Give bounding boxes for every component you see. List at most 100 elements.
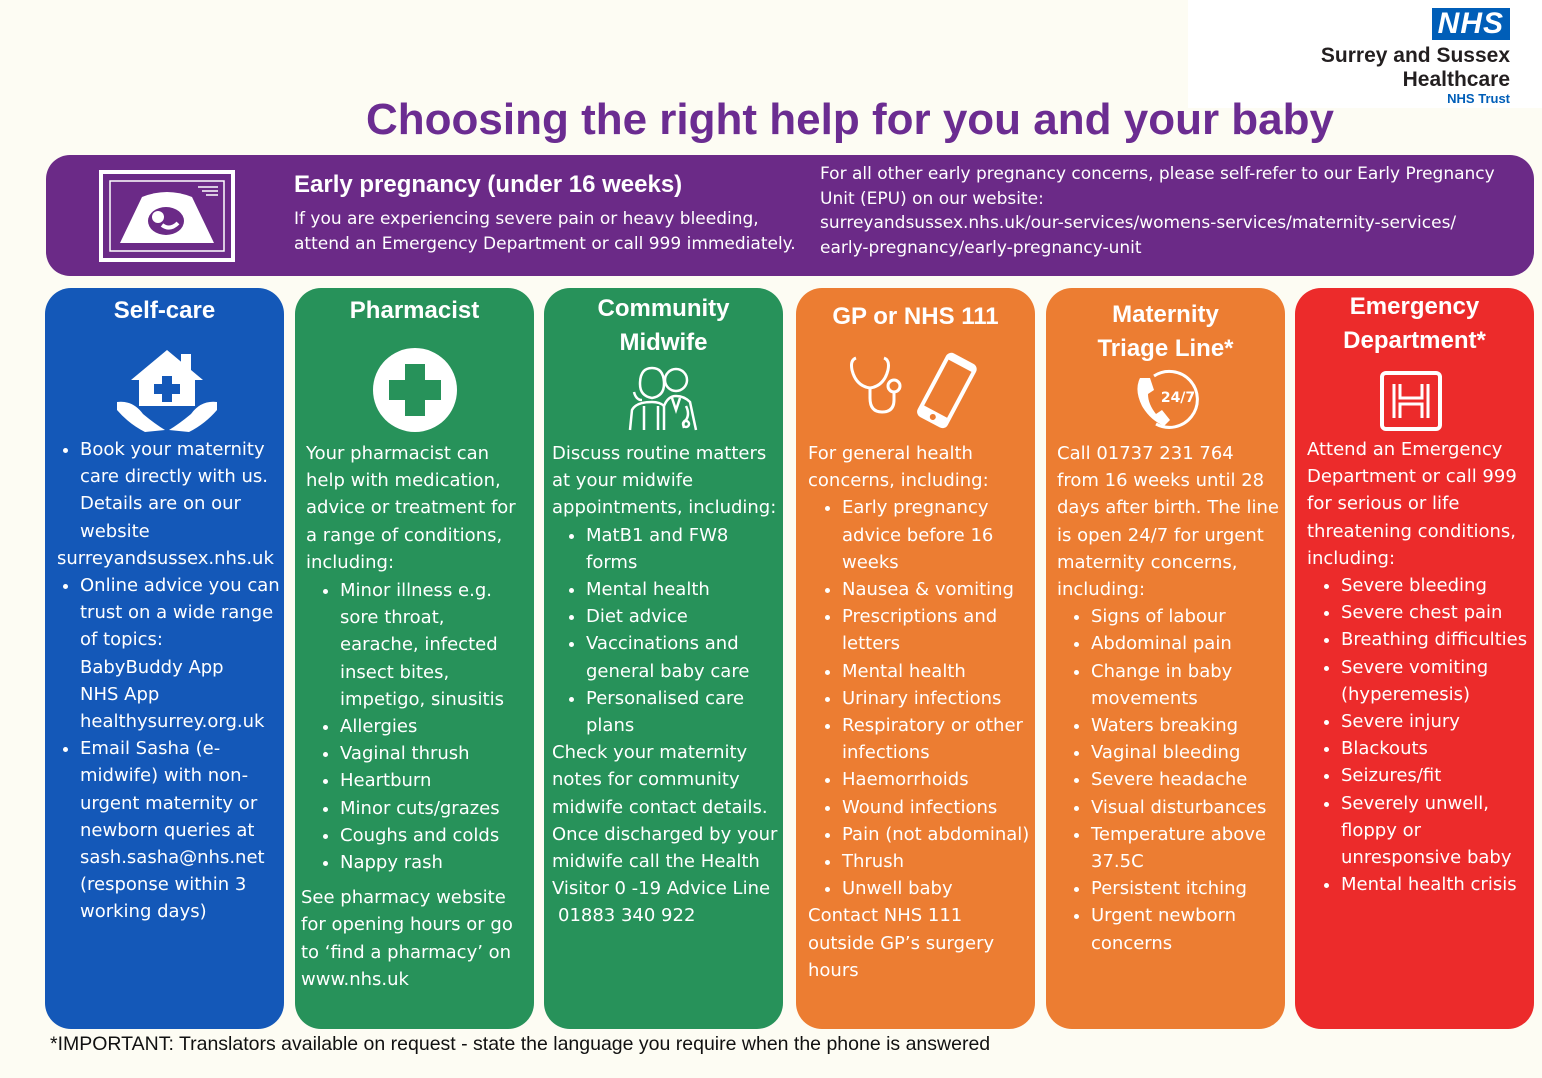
emergency-intro: Attend an Emergency Department or call 9… xyxy=(1307,439,1517,569)
page-title: Choosing the right help for you and your… xyxy=(366,95,1334,144)
list-item: Persistent itching xyxy=(1091,875,1281,902)
gp-title: GP or NHS 111 xyxy=(832,303,999,330)
list-item: Pain (not abdominal) xyxy=(842,821,1033,848)
gp-body: For general health concerns, including: … xyxy=(796,440,1035,984)
list-item: Heartburn xyxy=(340,767,528,794)
banner-text: If you are experiencing severe pain or h… xyxy=(294,209,796,254)
house-in-hands-icon xyxy=(117,350,217,432)
list-item: Unwell baby xyxy=(842,875,1033,902)
list-item: Prescriptions and letters xyxy=(842,603,1033,657)
list-item: Signs of labour xyxy=(1091,603,1281,630)
stethoscope-icon xyxy=(850,356,902,414)
list-item: Severe chest pain xyxy=(1341,599,1532,626)
list-item: Haemorrhoids xyxy=(842,766,1033,793)
list-item: Personalised care plans xyxy=(586,685,779,739)
epu-line: Unit (EPU) on our website: xyxy=(820,188,1044,209)
list-item: MatB1 and FW8 forms xyxy=(586,522,779,576)
list-item: Mental health crisis xyxy=(1341,871,1532,898)
selfcare-body: Book your maternity care directly with u… xyxy=(45,436,284,926)
list-item: Severely unwell, floppy or unresponsive … xyxy=(1341,790,1532,872)
gp-card: GP or NHS 111 For general health concern… xyxy=(796,288,1035,1029)
selfcare-card: Self-care Book your maternity care direc… xyxy=(45,288,284,1029)
list-item: Diet advice xyxy=(586,603,779,630)
list-item: Seizures/fit xyxy=(1341,762,1532,789)
emergency-title: Emergency Department* xyxy=(1343,293,1486,354)
epu-link-line[interactable]: early-pregnancy/early-pregnancy-unit xyxy=(820,237,1142,258)
list-item: Abdominal pain xyxy=(1091,630,1281,657)
list-item: Severe vomiting (hyperemesis) xyxy=(1341,654,1532,708)
early-pregnancy-banner: Early pregnancy (under 16 weeks) If you … xyxy=(46,155,1534,276)
translator-footnote: *IMPORTANT: Translators available on req… xyxy=(50,1033,991,1055)
list-item: Severe headache xyxy=(1091,766,1281,793)
gp-intro: For general health concerns, including: xyxy=(808,443,989,492)
list-item: Temperature above 37.5C xyxy=(1091,821,1281,875)
list-item: Mental health xyxy=(842,658,1033,685)
list-item: Coughs and colds xyxy=(340,822,528,849)
midwife-outro: Check your maternity notes for community… xyxy=(552,742,778,900)
sasha-email-link[interactable]: sash.sasha@nhs.net xyxy=(80,847,265,869)
pharmacist-card: Pharmacist Your pharmacist can help with… xyxy=(295,288,534,1029)
list-item: Urgent newborn concerns xyxy=(1091,902,1281,956)
epu-line: For all other early pregnancy concerns, … xyxy=(820,164,1495,184)
list-item: Allergies xyxy=(340,713,528,740)
list-item: Respiratory or other infections xyxy=(842,712,1033,766)
gp-outro: Contact NHS 111 outside GP’s surgery hou… xyxy=(808,905,995,981)
pharmacist-outro: See pharmacy website for opening hours o… xyxy=(301,887,513,990)
nhs-logo: NHS xyxy=(1431,8,1510,40)
triage-body: Call 01737 231 764 from 16 weeks until 2… xyxy=(1046,440,1285,957)
list-item: Early pregnancy advice before 16 weeks xyxy=(842,494,1033,576)
triage-card: Maternity Triage Line* 24/7 Call 01737 2… xyxy=(1046,288,1285,1029)
epu-referral-text: For all other early pregnancy concerns, … xyxy=(820,162,1520,260)
logo-org-line1: Surrey and Sussex xyxy=(1320,44,1510,67)
midwife-intro: Discuss routine matters at your midwife … xyxy=(552,443,777,519)
list-item: Email Sasha (e-midwife) with non-urgent … xyxy=(80,735,284,925)
list-item: Change in baby movements xyxy=(1091,658,1281,712)
phone-24-7-icon: 24/7 xyxy=(1137,369,1199,429)
list-item: Vaginal bleeding xyxy=(1091,739,1281,766)
list-item: Minor cuts/grazes xyxy=(340,795,528,822)
logo-org-line3: NHS Trust xyxy=(1447,91,1510,106)
pharmacist-title: Pharmacist xyxy=(349,297,480,324)
list-item: Nausea & vomiting xyxy=(842,576,1033,603)
mobile-phone-icon xyxy=(917,352,977,429)
list-item: Wound infections xyxy=(842,794,1033,821)
midwife-card: Community Midwife Discuss routine matter… xyxy=(544,288,783,1029)
hospital-h-icon xyxy=(1380,371,1442,431)
list-item: Waters breaking xyxy=(1091,712,1281,739)
triage-title: Maternity Triage Line* xyxy=(1097,301,1234,362)
list-item: Mental health xyxy=(586,576,779,603)
healthysurrey-link[interactable]: healthysurrey.org.uk xyxy=(80,711,265,733)
logo-area: NHS Surrey and Sussex Healthcare NHS Tru… xyxy=(1188,0,1542,108)
list-item: Book your maternity care directly with u… xyxy=(80,436,284,545)
health-visitor-phone: 01883 340 922 xyxy=(558,905,696,927)
babybuddy-app-link[interactable]: BabyBuddy App xyxy=(80,656,224,678)
list-item: Severe injury xyxy=(1341,708,1532,735)
logo-org-line2: Healthcare xyxy=(1402,68,1510,91)
list-item: Vaginal thrush xyxy=(340,740,528,767)
doctor-and-nurse-icon xyxy=(628,366,698,431)
emergency-card: Emergency Department* Attend an Emergenc… xyxy=(1295,288,1534,1029)
list-item: Severe bleeding xyxy=(1341,572,1532,599)
selfcare-website-link[interactable]: surreyandsussex.nhs.uk xyxy=(57,547,274,569)
list-item: Thrush xyxy=(842,848,1033,875)
icon-24-7-label: 24/7 xyxy=(1161,390,1195,406)
list-item: Urinary infections xyxy=(842,685,1033,712)
list-item: Nappy rash xyxy=(340,849,528,876)
pharmacist-intro: Your pharmacist can help with medication… xyxy=(306,443,516,573)
midwife-body: Discuss routine matters at your midwife … xyxy=(544,440,783,930)
list-item: Blackouts xyxy=(1341,735,1532,762)
nhs-app-link[interactable]: NHS App xyxy=(80,683,160,705)
selfcare-title: Self-care xyxy=(113,297,216,324)
list-item: Visual disturbances xyxy=(1091,794,1281,821)
medical-cross-icon xyxy=(373,348,457,432)
list-item: Minor illness e.g. sore throat, earache,… xyxy=(340,577,528,713)
pharmacist-body: Your pharmacist can help with medication… xyxy=(295,440,534,993)
epu-link-line[interactable]: surreyandsussex.nhs.uk/our-services/wome… xyxy=(820,213,1457,233)
list-item: Vaccinations and general baby care xyxy=(586,630,779,684)
triage-intro: Call 01737 231 764 from 16 weeks until 2… xyxy=(1057,443,1279,601)
midwife-title: Community Midwife xyxy=(597,295,730,356)
list-item: Online advice you can trust on a wide ra… xyxy=(80,572,284,735)
banner-heading: Early pregnancy (under 16 weeks) xyxy=(294,171,683,198)
emergency-body: Attend an Emergency Department or call 9… xyxy=(1295,436,1534,898)
ultrasound-scan-icon xyxy=(99,170,235,262)
